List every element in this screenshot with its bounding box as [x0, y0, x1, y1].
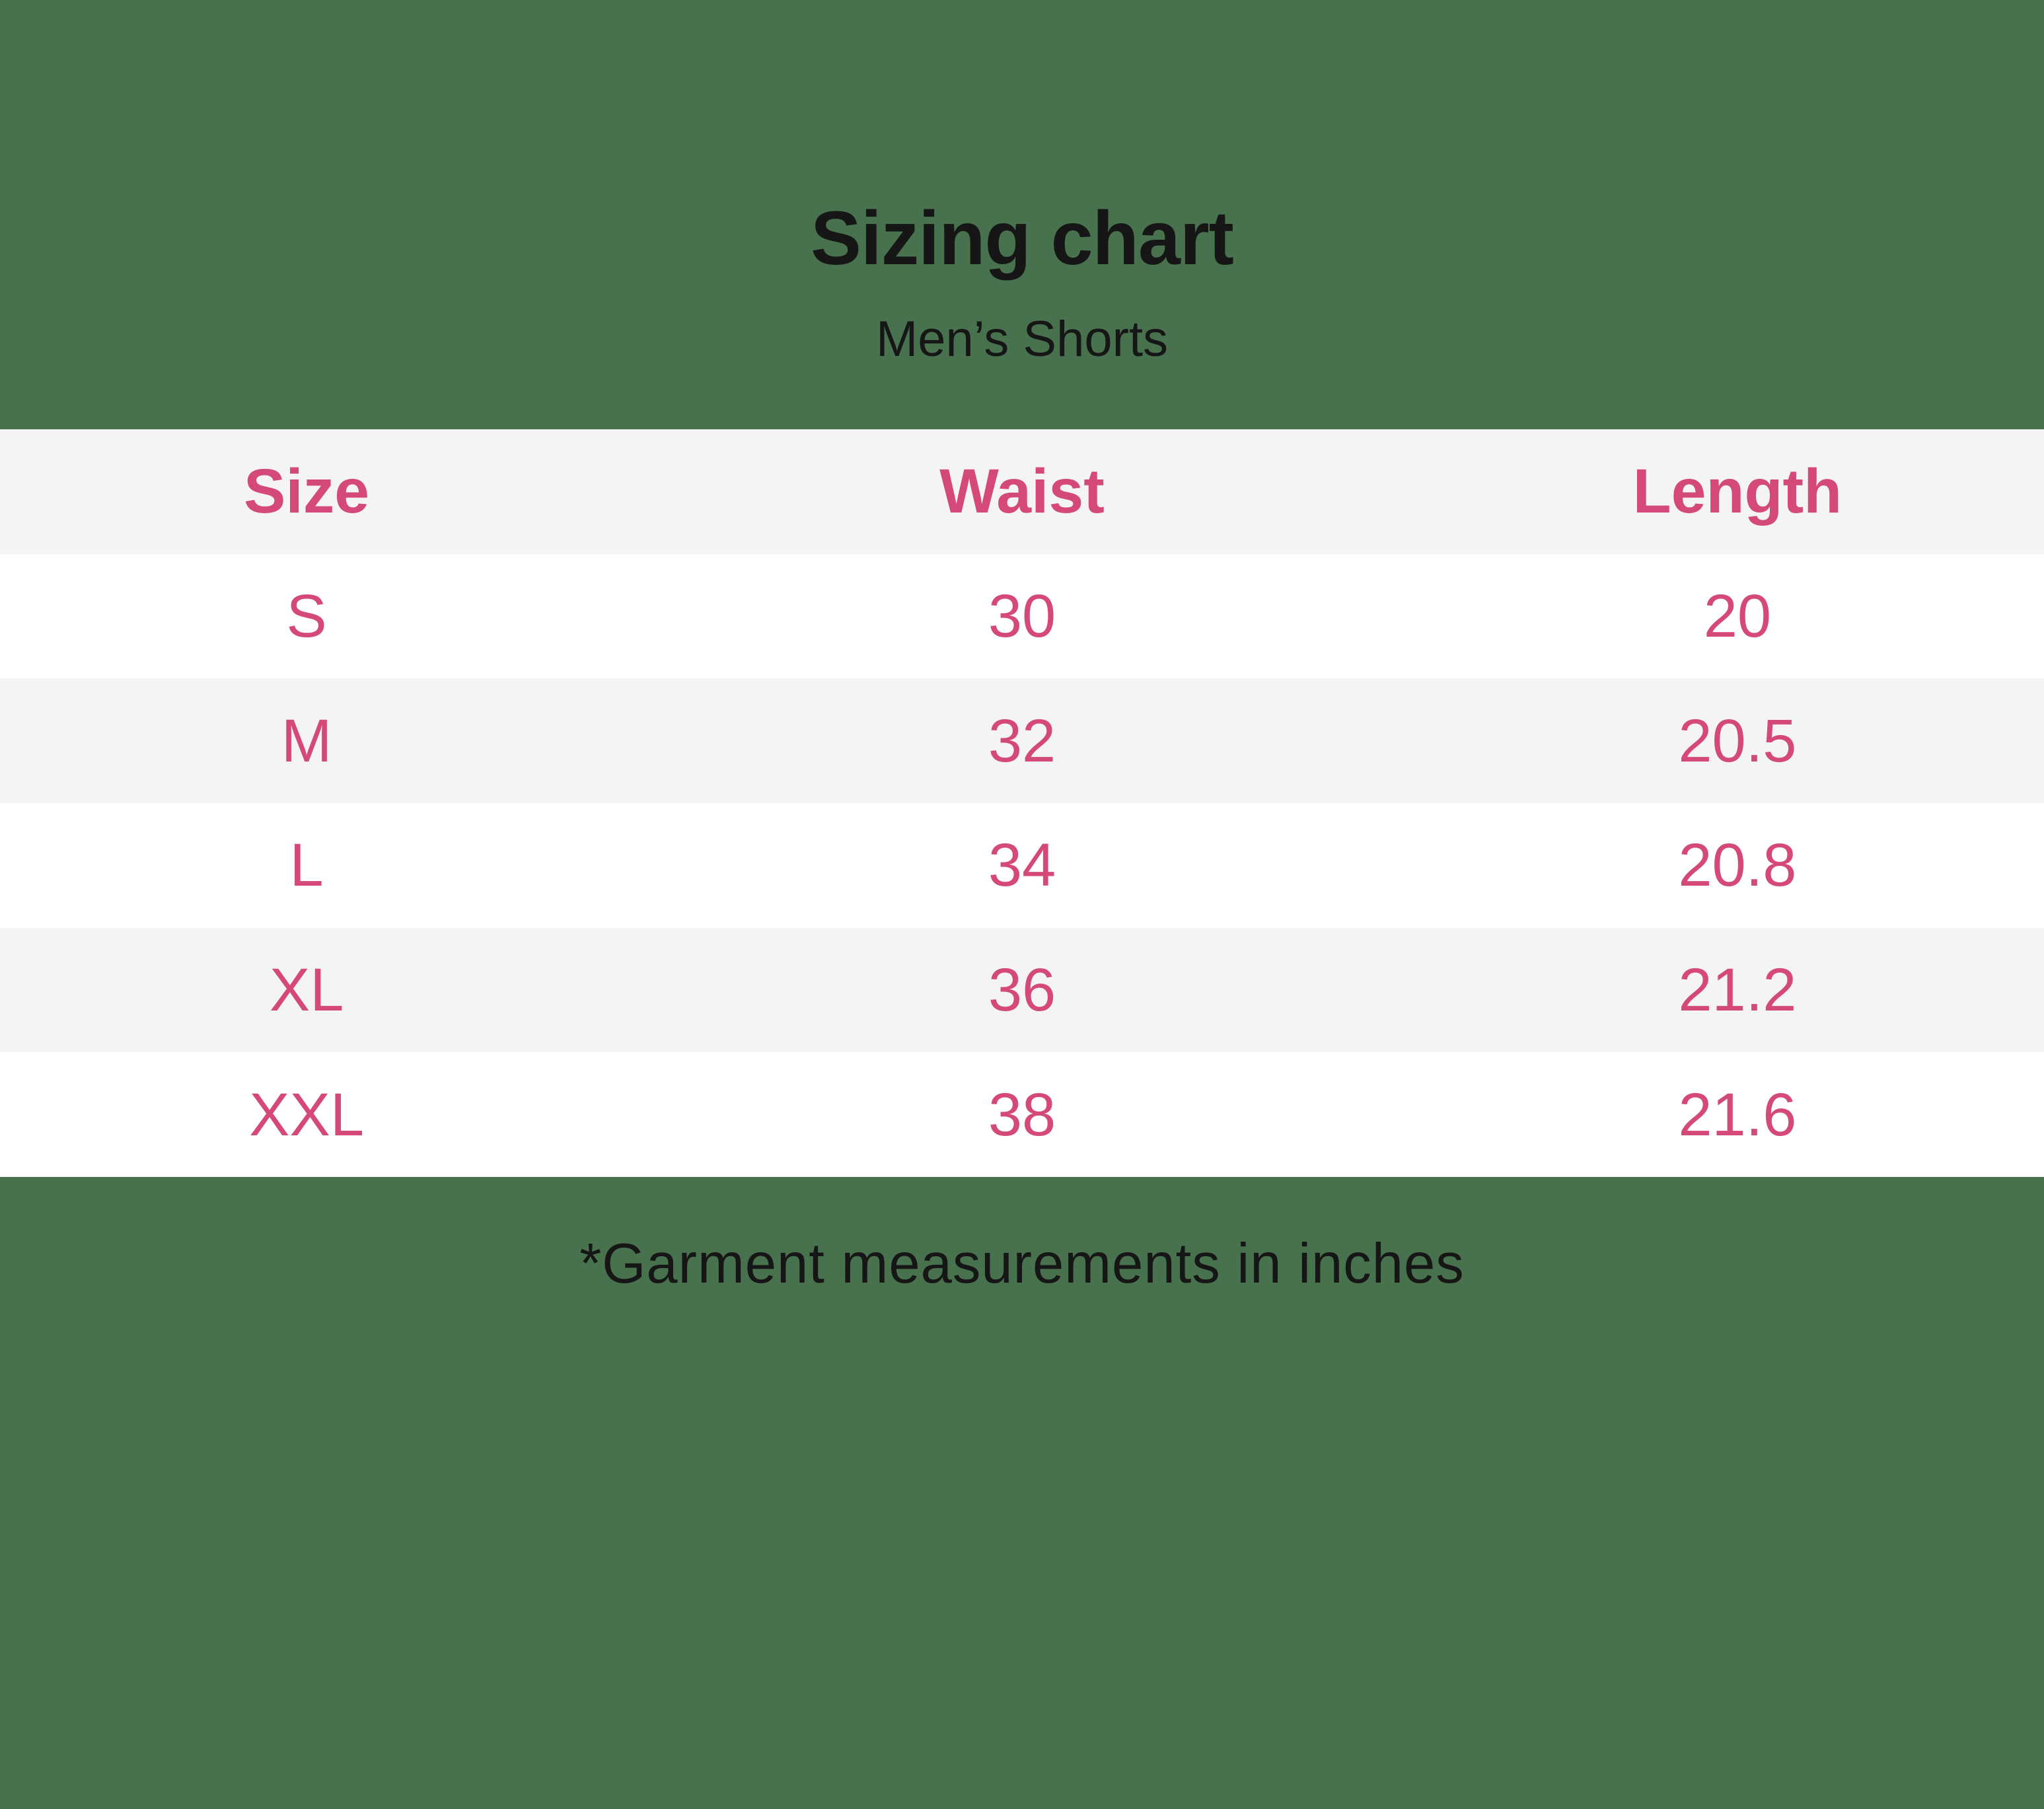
cell-length: 20.8	[1678, 832, 1797, 900]
column-header-size: Size	[244, 456, 370, 526]
column-header-length: Length	[1632, 456, 1843, 526]
table-row-m: M 32 20.5	[0, 678, 2044, 804]
table-row-s: S 30 20	[0, 553, 2044, 679]
cell-length: 20.5	[1678, 707, 1797, 775]
cell-waist: 34	[988, 832, 1056, 900]
cell-length: 20	[1703, 583, 1772, 650]
chart-subtitle: Men’s Shorts	[875, 311, 1169, 367]
cell-waist: 36	[988, 956, 1056, 1024]
cell-waist: 38	[988, 1081, 1056, 1149]
cell-size: S	[286, 583, 327, 650]
cell-waist: 30	[988, 583, 1056, 650]
table-header-row: Size Waist Length	[0, 429, 2044, 554]
cell-length: 21.6	[1678, 1081, 1797, 1149]
sizing-table: Size Waist Length S 30 20 M 32 20.5 L 34…	[0, 429, 2044, 1178]
table-row-l: L 34 20.8	[0, 803, 2044, 928]
cell-size: M	[281, 707, 332, 775]
table-row-xl: XL 36 21.2	[0, 927, 2044, 1053]
cell-waist: 32	[988, 707, 1056, 775]
chart-title: Sizing chart	[811, 196, 1234, 281]
cell-length: 21.2	[1678, 956, 1797, 1024]
cell-size: L	[289, 832, 324, 900]
cell-size: XL	[269, 956, 344, 1024]
footnote: *Garment measurements in inches	[579, 1232, 1465, 1295]
table-row-xxl: XXL 38 21.6	[0, 1052, 2044, 1178]
cell-size: XXL	[249, 1081, 365, 1149]
column-header-waist: Waist	[939, 456, 1105, 526]
